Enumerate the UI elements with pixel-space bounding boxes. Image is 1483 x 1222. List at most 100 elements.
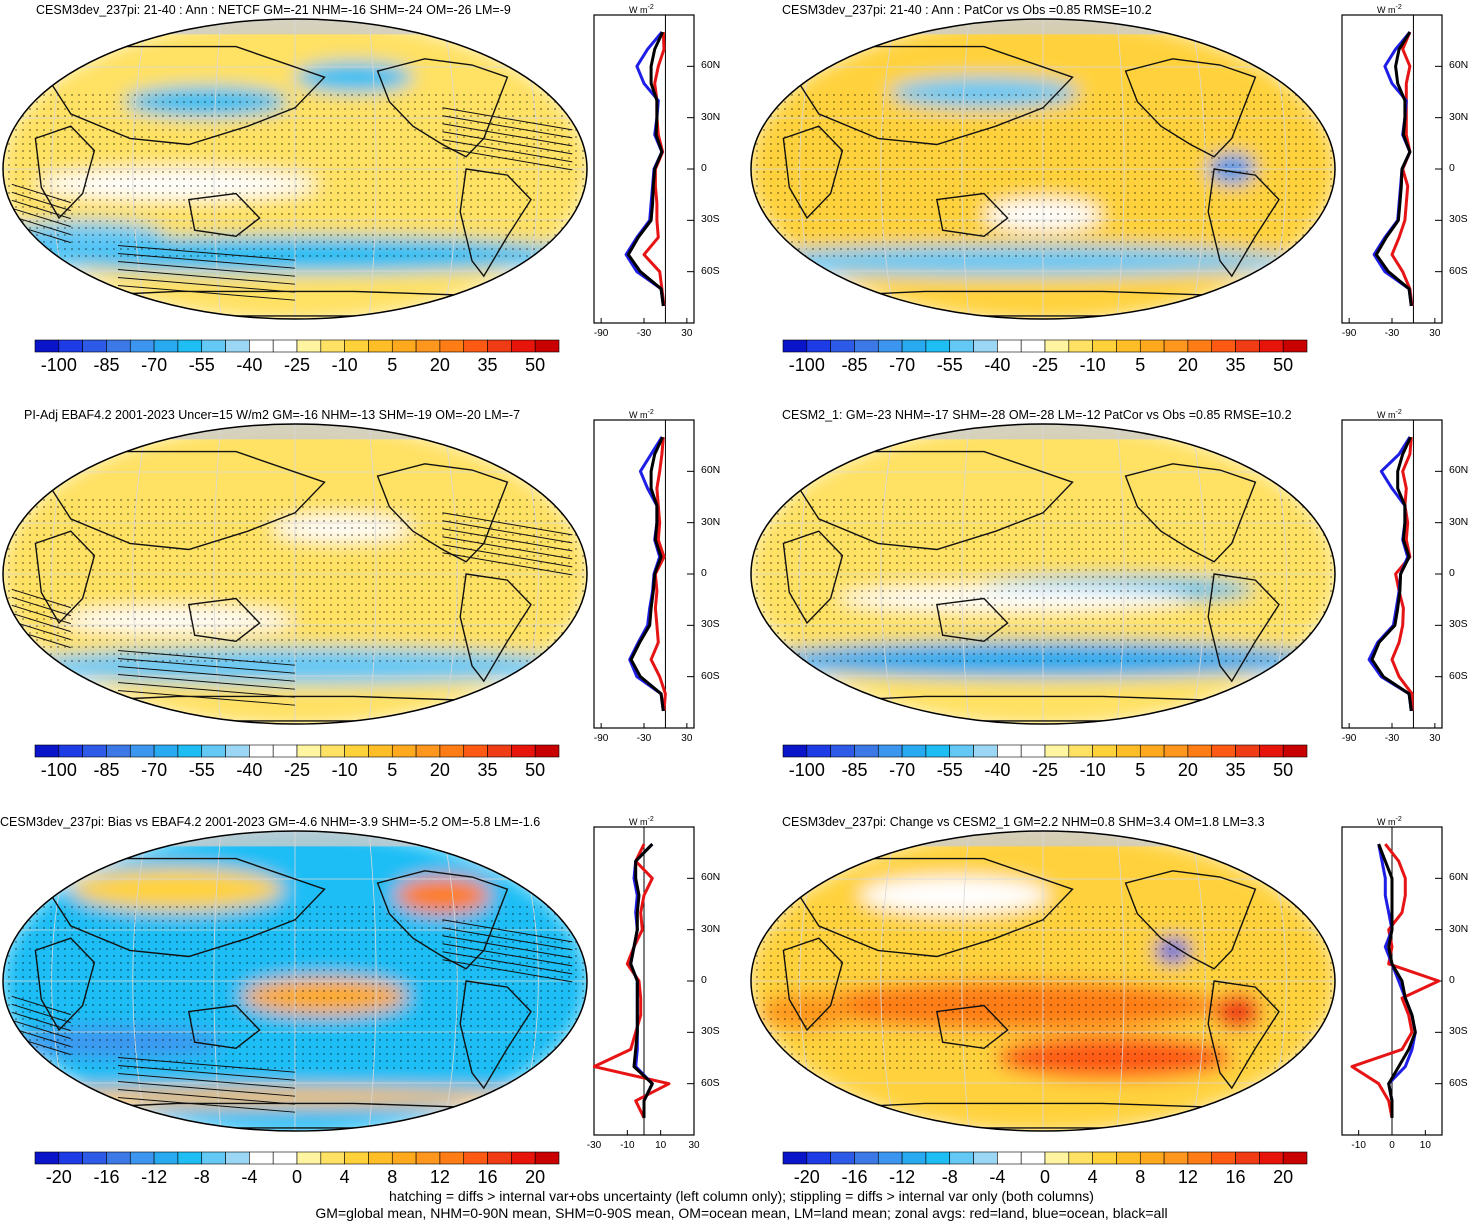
colorbar-swatch <box>806 744 831 758</box>
zonal-profile-p1 <box>593 14 695 324</box>
hatching-line <box>117 277 296 293</box>
zonal-lat-label: 0 <box>701 567 707 579</box>
colorbar-swatch <box>877 339 903 353</box>
colorbar-swatch <box>782 339 808 353</box>
hatching-line <box>117 682 296 698</box>
colorbar-swatch <box>1020 744 1046 758</box>
zonal-x-label: 30 <box>681 328 693 339</box>
panel-title: CESM3dev_237pi: 21-40 : Ann : NETCF GM=-… <box>36 3 511 17</box>
colorbar-swatch <box>1187 744 1213 758</box>
colorbar-label: 0 <box>1039 1167 1051 1187</box>
colorbar-label: 20 <box>1273 1167 1294 1187</box>
hatching-line <box>442 512 573 536</box>
colorbar-swatch <box>1116 339 1141 353</box>
zonal-lat-label: 30N <box>1449 110 1469 123</box>
colorbar-swatch <box>344 339 369 353</box>
colorbar-swatch <box>511 339 536 353</box>
zonal-lat-label: 60S <box>701 1076 720 1089</box>
hatching-line <box>442 544 573 568</box>
colorbar-swatch <box>534 1151 560 1165</box>
colorbar-label: 16 <box>477 1167 498 1187</box>
colorbar-swatch <box>1211 339 1236 353</box>
colorbar-label: 35 <box>477 355 498 375</box>
colorbar-label: -55 <box>936 355 963 375</box>
zonal-unit: W m-2 <box>1377 409 1402 420</box>
colorbar-swatch <box>34 1151 60 1165</box>
hatching-line <box>117 690 296 706</box>
coastline-greenland <box>1230 27 1281 57</box>
colorbar-swatch <box>1020 1151 1046 1165</box>
hatching-line <box>11 183 71 204</box>
colorbar-swatch <box>1282 1151 1308 1165</box>
colorbar-swatch <box>58 744 83 758</box>
colorbar-swatch <box>225 1151 250 1165</box>
colorbar-swatch <box>439 744 465 758</box>
field-patch <box>70 867 284 911</box>
colorbar-swatch <box>153 339 179 353</box>
zonal-lat-label: 60N <box>1449 464 1469 477</box>
hatching-line <box>117 261 296 277</box>
colorbar-swatch <box>249 1151 274 1165</box>
colorbar-swatch <box>129 744 155 758</box>
colorbar-swatch <box>129 1151 155 1165</box>
colorbar-label: -25 <box>1031 760 1059 780</box>
zonal-lat-label: 30N <box>701 922 721 935</box>
colorbar-label: -85 <box>93 760 120 780</box>
colorbar-swatch <box>1092 744 1117 758</box>
zonal-x-label: 10 <box>655 1140 667 1151</box>
colorbar-swatch <box>153 1151 179 1165</box>
zonal-lat-label: 30N <box>701 110 721 123</box>
colorbar-swatch <box>854 1151 879 1165</box>
panel-p3: PI-Adj EBAF4.2 2001-2023 Uncer=15 W/m2 G… <box>0 405 735 805</box>
zonal-series-ocean <box>1377 843 1417 1118</box>
colorbar-label: -100 <box>788 355 825 375</box>
colorbar-swatch <box>1116 1151 1141 1165</box>
colorbar-swatch <box>296 1151 322 1165</box>
colorbar-label: -100 <box>788 760 825 780</box>
zonal-lat-label: 60N <box>701 464 721 477</box>
zonal-x-label: -10 <box>620 1140 635 1151</box>
colorbar-label: -4 <box>989 1167 1006 1187</box>
hatching-line <box>442 520 573 544</box>
colorbar <box>34 1151 560 1165</box>
hatching-line <box>11 995 71 1016</box>
zonal-lat-label: 30S <box>1449 618 1468 631</box>
colorbar-swatch <box>34 744 60 758</box>
colorbar-swatch <box>272 1151 298 1165</box>
colorbar-swatch <box>925 339 951 353</box>
footer-note-1: hatching = diffs > internal var+obs unce… <box>389 1188 1094 1204</box>
colorbar-label: -10 <box>1079 355 1106 375</box>
hatching-line <box>442 919 573 943</box>
colorbar-label: 20 <box>1177 760 1198 780</box>
zonal-lat-label: 0 <box>1449 974 1455 986</box>
colorbar-swatch <box>1092 1151 1117 1165</box>
hatching-line <box>11 596 71 617</box>
zonal-x-label: -90 <box>593 733 609 744</box>
colorbar-label: -20 <box>793 1167 820 1187</box>
colorbar-swatch <box>177 339 203 353</box>
zonal-lat-label: 30S <box>701 618 720 631</box>
colorbar-swatch <box>106 1151 131 1165</box>
colorbar-label: 5 <box>387 760 398 780</box>
zonal-profile-p4 <box>1341 419 1443 729</box>
colorbar-label: 20 <box>429 355 450 375</box>
colorbar-swatch <box>997 1151 1022 1165</box>
hatching-line <box>11 1019 71 1040</box>
colorbar-label: -70 <box>889 760 916 780</box>
hatching-line <box>11 588 71 609</box>
zonal-x-label: 30 <box>688 1140 700 1151</box>
colorbar-label: 20 <box>525 1167 546 1187</box>
coastline-australia <box>935 597 1009 643</box>
coastline-samerica <box>459 980 532 1090</box>
zonal-series-all <box>626 31 665 307</box>
hatching-line <box>442 139 573 163</box>
hatching-line <box>442 951 573 975</box>
colorbar-swatch <box>1259 744 1284 758</box>
zonal-series-land <box>1390 436 1414 711</box>
colorbar-label: -100 <box>40 760 77 780</box>
zonal-lat-label: 60N <box>701 59 721 72</box>
colorbar-swatch <box>1235 744 1260 758</box>
colorbar-label: 35 <box>1225 760 1246 780</box>
colorbar-label: -55 <box>188 355 215 375</box>
coastline-africa <box>34 530 96 625</box>
